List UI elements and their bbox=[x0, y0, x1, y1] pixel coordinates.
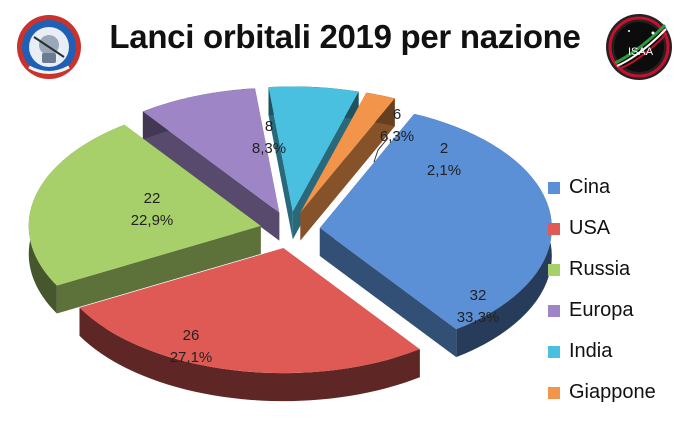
legend-label: India bbox=[569, 340, 613, 362]
legend: Cina USA Russia Europa India Giappone bbox=[548, 167, 656, 413]
legend-item-cina: Cina bbox=[548, 167, 656, 208]
legend-swatch bbox=[548, 386, 560, 399]
legend-swatch bbox=[548, 263, 560, 276]
legend-item-giappone: Giappone bbox=[548, 372, 656, 413]
data-label-value: 8 bbox=[265, 118, 273, 135]
data-label-percent: 27,1% bbox=[170, 349, 213, 366]
legend-label: Europa bbox=[569, 299, 634, 321]
data-label-value: 32 bbox=[470, 287, 487, 304]
pie-slice-cina bbox=[319, 113, 552, 358]
chart-title: Lanci orbitali 2019 per nazione bbox=[109, 18, 581, 55]
data-label-percent: 6,3% bbox=[380, 128, 414, 145]
data-label-value: 6 bbox=[393, 106, 401, 123]
data-label-value: 26 bbox=[183, 327, 200, 344]
isaa-logo: ISAA bbox=[606, 14, 672, 80]
legend-swatch bbox=[548, 222, 560, 235]
legend-swatch bbox=[548, 181, 560, 194]
data-label-percent: 8,3% bbox=[252, 140, 286, 157]
pie-slice-usa bbox=[79, 248, 420, 402]
data-label-percent: 22,9% bbox=[131, 212, 174, 229]
legend-item-europa: Europa bbox=[548, 290, 656, 331]
legend-label: Giappone bbox=[569, 381, 656, 403]
pie-slice-india bbox=[268, 86, 359, 240]
isaa-logo-text: ISAA bbox=[628, 46, 654, 58]
india-leader-line bbox=[373, 137, 389, 163]
data-label-percent: 2,1% bbox=[427, 162, 461, 179]
data-label-value: 2 bbox=[440, 140, 448, 157]
astronautica-badge-logo bbox=[17, 15, 81, 79]
legend-label: USA bbox=[569, 217, 611, 239]
legend-item-russia: Russia bbox=[548, 249, 656, 290]
pie-slice-europa bbox=[142, 88, 280, 241]
legend-label: Russia bbox=[569, 258, 631, 280]
pie-slice-giappone bbox=[300, 92, 395, 241]
legend-swatch bbox=[548, 304, 560, 317]
data-label-value: 22 bbox=[144, 190, 161, 207]
legend-item-india: India bbox=[548, 331, 656, 372]
data-label-percent: 33,3% bbox=[457, 309, 500, 326]
legend-label: Cina bbox=[569, 176, 611, 198]
pie-slice-russia bbox=[28, 124, 261, 314]
legend-swatch bbox=[548, 345, 560, 358]
legend-item-usa: USA bbox=[548, 208, 656, 249]
